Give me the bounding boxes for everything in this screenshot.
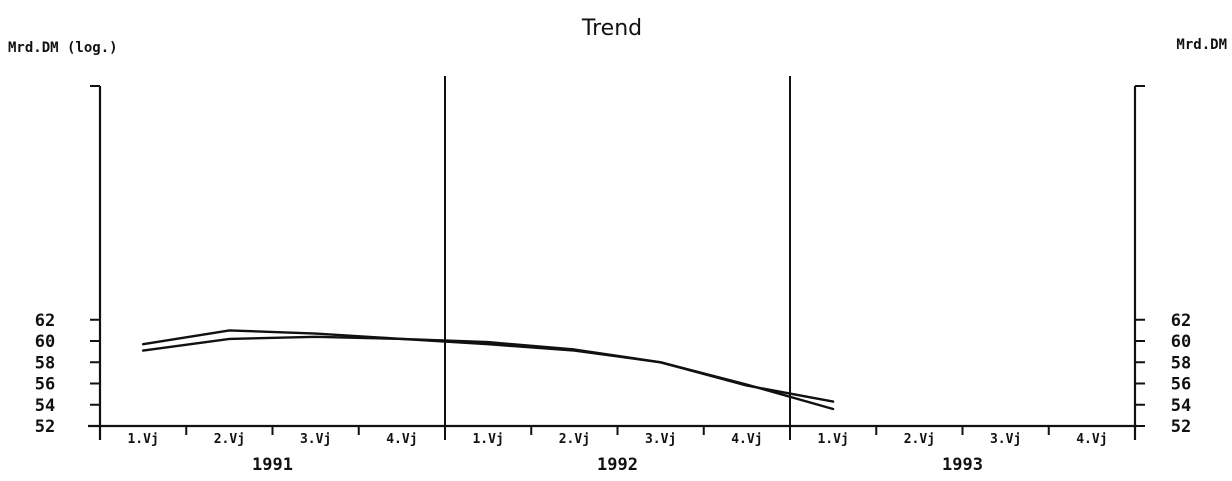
y-tick-label-right: 58: [1171, 353, 1191, 373]
y-tick-label-left: 56: [35, 375, 55, 395]
y-tick-label-left: 62: [35, 311, 55, 331]
x-tick-label: 1.Vj: [817, 432, 848, 447]
x-tick-label: 1.Vj: [472, 432, 503, 447]
chart-title: Trend: [581, 16, 642, 41]
y-tick-label-right: 62: [1171, 311, 1191, 331]
y-tick-label-left: 58: [35, 353, 55, 373]
x-ticks: 1.Vj 2.Vj 3.Vj 4.Vj 1.Vj 2.Vj 3.Vj 4.Vj 1.Vj 2.Vj…: [127, 426, 1108, 475]
series-layer: [141, 329, 835, 411]
series-line-2: [141, 335, 835, 403]
x-tick-label: 3.Vj: [645, 432, 676, 447]
x-tick-label: 4.Vj: [731, 432, 762, 447]
y-tick-label-left: 52: [35, 417, 55, 437]
x-tick-label: 2.Vj: [904, 432, 935, 447]
x-year-label: 1991: [252, 455, 293, 475]
y-axis-left-label: Mrd.DM (log.): [8, 40, 118, 56]
y-tick-label-right: 54: [1171, 396, 1191, 416]
x-tick-label: 1.Vj: [127, 432, 158, 447]
x-tick-label: 4.Vj: [1076, 432, 1107, 447]
y-tick-label-right: 52: [1171, 417, 1191, 437]
y-tick-label-left: 54: [35, 396, 55, 416]
y-tick-label-left: 60: [35, 332, 55, 352]
x-tick-label: 2.Vj: [214, 432, 245, 447]
x-year-label: 1992: [597, 455, 638, 475]
x-tick-label: 3.Vj: [990, 432, 1021, 447]
x-tick-label: 2.Vj: [559, 432, 590, 447]
y-tick-label-right: 56: [1171, 375, 1191, 395]
x-tick-label: 4.Vj: [386, 432, 417, 447]
y-axis-right-label: Mrd.DM: [1176, 37, 1227, 53]
x-tick-label: 3.Vj: [300, 432, 331, 447]
x-year-label: 1993: [942, 455, 983, 475]
y-tick-label-right: 60: [1171, 332, 1191, 352]
axes: [88, 76, 1145, 440]
